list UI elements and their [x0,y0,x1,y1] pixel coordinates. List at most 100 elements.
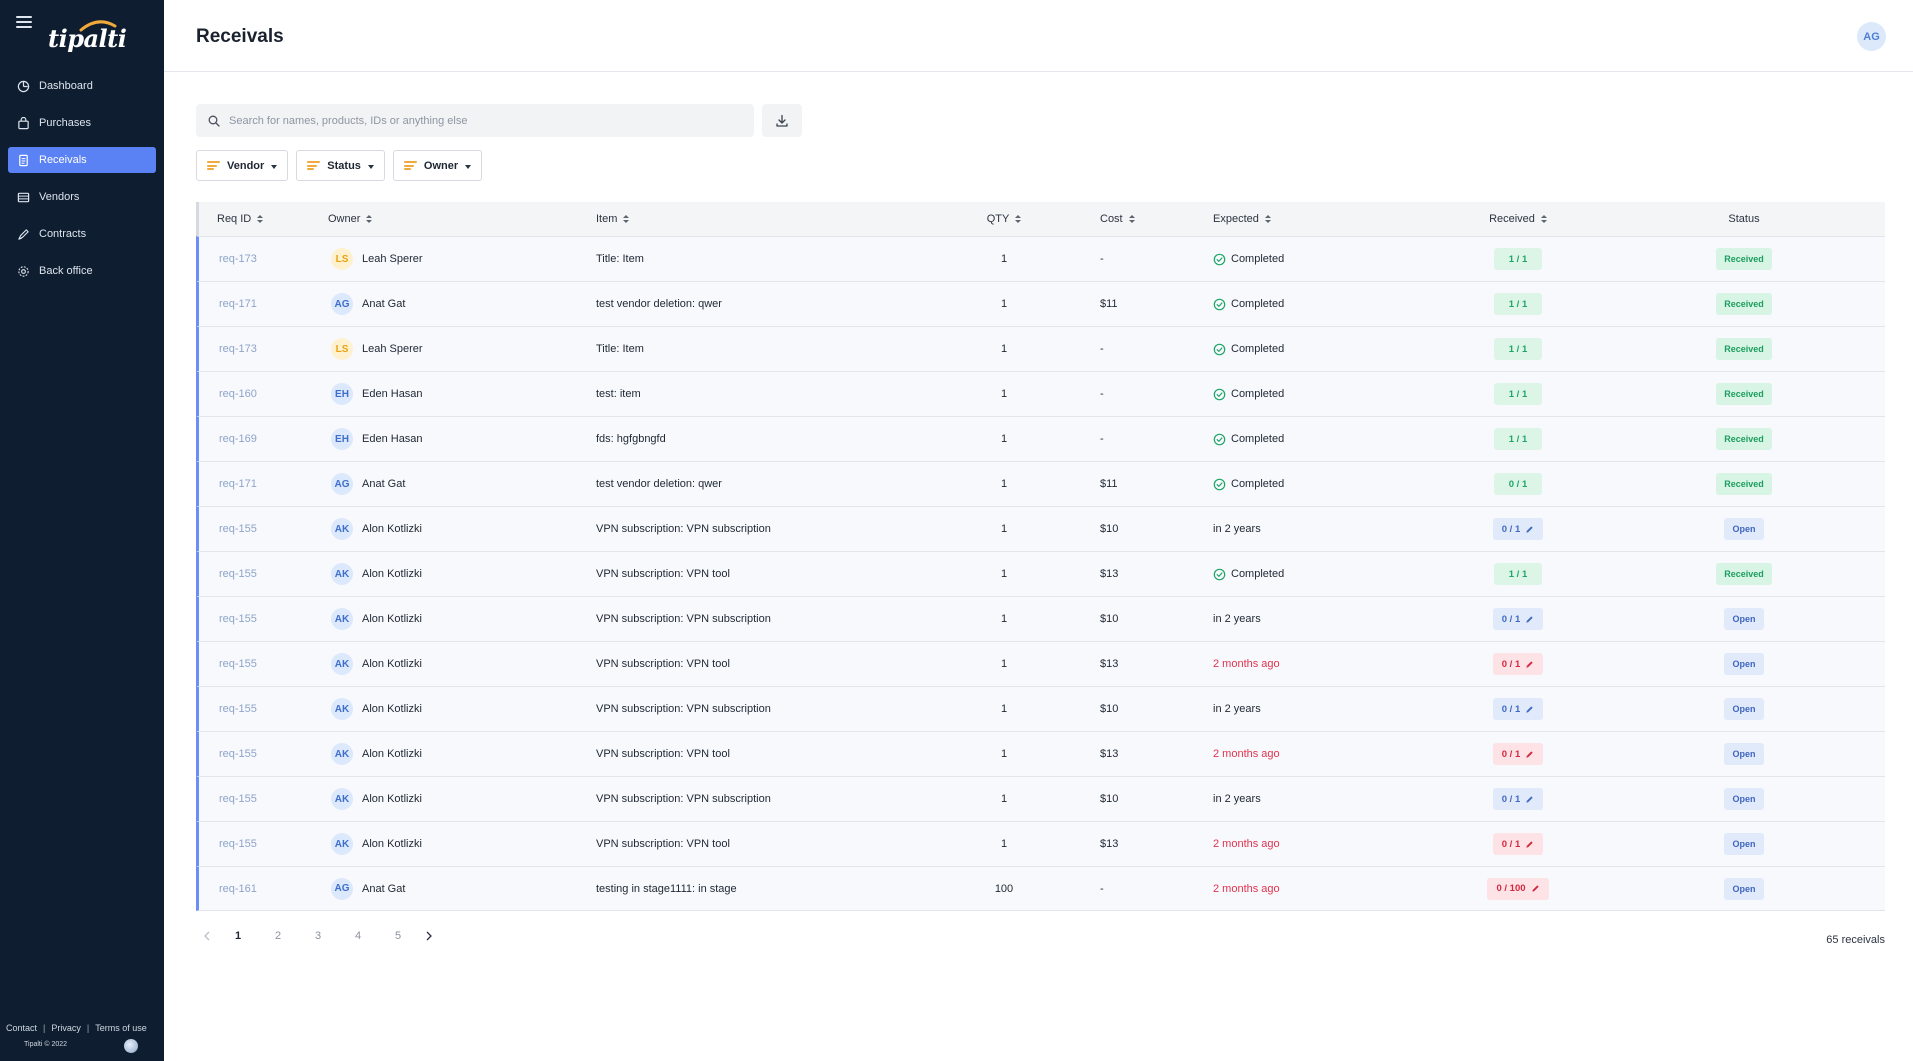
vendor-filter[interactable]: Vendor [196,150,289,181]
status-badge: Open [1724,833,1764,855]
contact-link[interactable]: Contact [6,1023,38,1033]
status-cell: Open [1603,608,1885,630]
sidebar-item-vendors[interactable]: Vendors [8,184,156,210]
prev-page-chevron-left-icon[interactable] [196,931,218,941]
received-count: 1 / 1 [1508,343,1528,355]
table-row[interactable]: req-173 LS Leah Sperer Title: Item 1 - Complet… [196,326,1885,371]
table-row[interactable]: req-173 LS Leah Sperer Title: Item 1 - Complet… [196,236,1885,281]
table-row[interactable]: req-171 AG Anat Gat test vendor deletion: q… [196,281,1885,326]
column-header-owner[interactable]: Owner [328,202,596,236]
received-count: 0 / 1 [1501,613,1521,625]
download-button[interactable] [762,104,802,137]
check-circle-icon [1213,298,1226,310]
page-button[interactable]: 5 [394,930,402,942]
req-id-link[interactable]: req-155 [219,793,257,805]
table-row[interactable]: req-161 AG Anat Gat testing in stage1111: i… [196,866,1885,911]
status-cell: Received [1603,428,1885,450]
logo-text: tipalti [48,24,127,53]
received-cell: 0 / 1 [1433,743,1603,765]
received-badge: 1 / 1 [1494,563,1542,585]
sort-icon [1015,215,1022,223]
terms-link[interactable]: Terms of use [95,1023,147,1033]
sidebar-item-dashboard[interactable]: Dashboard [8,73,156,99]
check-circle-icon [1213,388,1226,400]
req-id-link[interactable]: req-155 [219,658,257,670]
page-button[interactable]: 1 [234,930,242,942]
next-page-chevron-right-icon[interactable] [418,931,440,941]
column-header-cost[interactable]: Cost [1079,202,1213,236]
status-badge: Received [1716,383,1772,405]
cost-cell: $13 [1100,658,1119,670]
req-id-link[interactable]: req-161 [219,882,257,895]
page-button[interactable]: 4 [354,930,362,942]
table-row[interactable]: req-155 AK Alon Kotlizki VPN subscription: … [196,596,1885,641]
expected-text: in 2 years [1213,523,1261,535]
table-row[interactable]: req-169 EH Eden Hasan fds: hgfgbngfd 1 - Compl… [196,416,1885,461]
owner-name: Anat Gat [362,478,406,490]
column-header-req-id[interactable]: Req ID [199,202,328,236]
received-edit-button[interactable]: 0 / 1 [1492,653,1544,675]
status-cell: Received [1603,293,1885,315]
status-filter[interactable]: Status [296,150,385,181]
column-header-expected[interactable]: Expected [1213,202,1433,236]
table-row[interactable]: req-155 AK Alon Kotlizki VPN subscription: … [196,776,1885,821]
received-edit-button[interactable]: 0 / 100 [1487,877,1549,900]
req-id-link[interactable]: req-155 [219,568,257,580]
req-id-link[interactable]: req-155 [219,748,257,760]
received-cell: 0 / 1 [1433,608,1603,630]
column-header-item[interactable]: Item [596,202,929,236]
pagination: 1 2 3 4 5 [196,930,440,942]
req-id-link[interactable]: req-155 [219,838,257,850]
req-id-link[interactable]: req-155 [219,703,257,715]
owner-filter[interactable]: Owner [392,150,483,181]
received-edit-button[interactable]: 0 / 1 [1492,518,1544,540]
table-row[interactable]: req-155 AK Alon Kotlizki VPN subscription: … [196,641,1885,686]
sidebar: tipalti Dashboard Purchases Receivals Ve… [0,0,164,1061]
status-cell: Received [1603,383,1885,405]
sidebar-item-label: Receivals [39,154,87,166]
table-row[interactable]: req-155 AK Alon Kotlizki VPN subscription: … [196,731,1885,776]
table-row[interactable]: req-155 AK Alon Kotlizki VPN subscription: … [196,686,1885,731]
received-edit-button[interactable]: 0 / 1 [1492,833,1544,855]
sidebar-item-purchases[interactable]: Purchases [8,110,156,136]
received-edit-button[interactable]: 0 / 1 [1492,698,1544,720]
search-input[interactable] [229,114,729,127]
sidebar-item-back-office[interactable]: Back office [8,258,156,284]
sidebar-item-label: Contracts [39,228,87,240]
column-header-qty[interactable]: QTY [929,202,1079,236]
table-row[interactable]: req-155 AK Alon Kotlizki VPN subscription: … [196,551,1885,596]
column-header-received[interactable]: Received [1433,202,1603,236]
gear-icon [18,265,29,277]
user-avatar[interactable]: AG [1857,22,1886,51]
req-id-link[interactable]: req-173 [219,343,257,355]
hamburger-menu-icon[interactable] [16,16,32,28]
received-edit-button[interactable]: 0 / 1 [1492,788,1544,810]
privacy-link[interactable]: Privacy [51,1023,81,1033]
sidebar-item-receivals[interactable]: Receivals [8,147,156,173]
received-cell: 0 / 1 [1433,653,1603,675]
req-id-link[interactable]: req-155 [219,613,257,625]
sidebar-item-contracts[interactable]: Contracts [8,221,156,247]
page-button[interactable]: 3 [314,930,322,942]
received-edit-button[interactable]: 0 / 1 [1492,608,1544,630]
sort-icon [623,215,630,223]
received-edit-button[interactable]: 0 / 1 [1492,743,1544,765]
tipalti-logo[interactable]: tipalti [48,18,138,58]
req-id-link[interactable]: req-155 [219,523,257,535]
table-row[interactable]: req-171 AG Anat Gat test vendor deletion: q… [196,461,1885,506]
vendors-icon [17,192,30,202]
table-row[interactable]: req-155 AK Alon Kotlizki VPN subscription: … [196,506,1885,551]
page-button[interactable]: 2 [274,930,282,942]
cost-cell: $11 [1100,298,1118,310]
avatar: AK [331,788,353,810]
req-id-link[interactable]: req-171 [219,478,257,490]
req-id-link[interactable]: req-173 [219,253,257,265]
received-badge: 1 / 1 [1494,248,1542,270]
req-id-link[interactable]: req-160 [219,388,257,400]
req-id-link[interactable]: req-169 [219,433,257,445]
received-count: 0 / 1 [1501,838,1521,850]
cost-cell: - [1100,253,1104,265]
table-row[interactable]: req-155 AK Alon Kotlizki VPN subscription: … [196,821,1885,866]
req-id-link[interactable]: req-171 [219,298,257,310]
table-row[interactable]: req-160 EH Eden Hasan test: item 1 - Completed… [196,371,1885,416]
